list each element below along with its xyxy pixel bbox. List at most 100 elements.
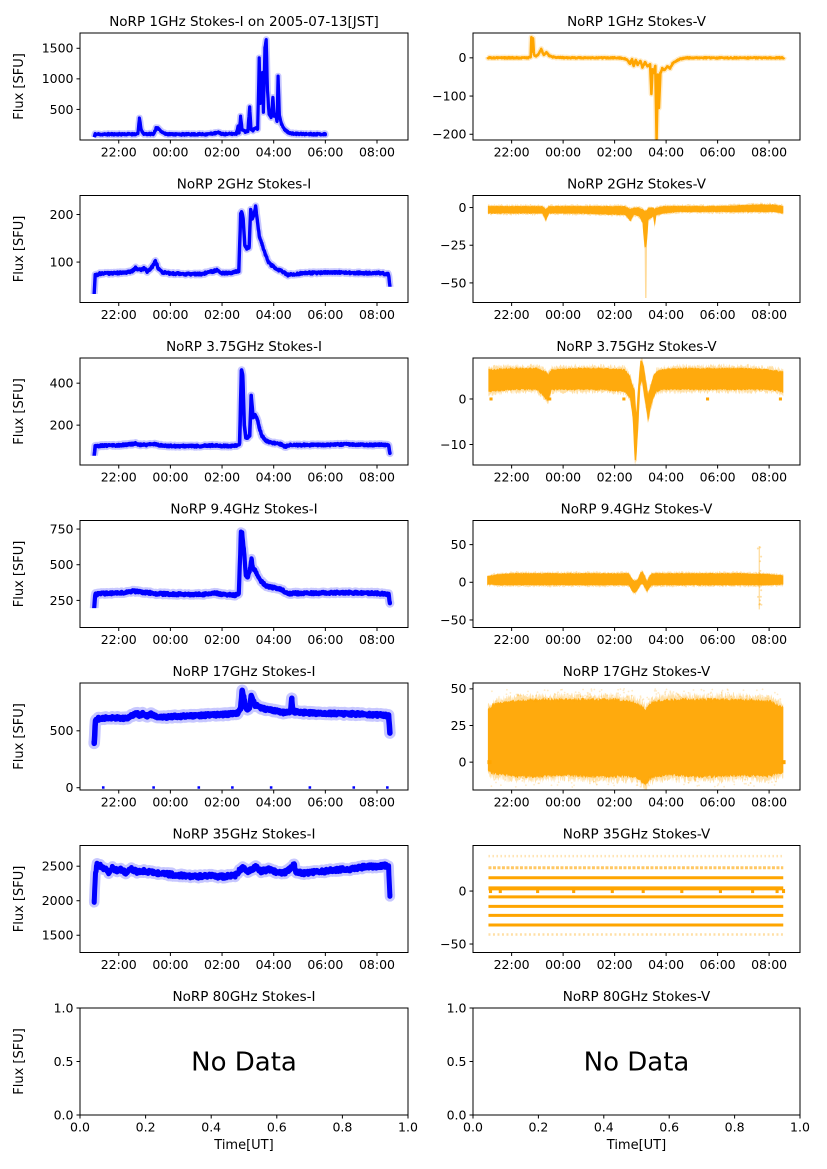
y-tick-label: 0 xyxy=(66,780,74,795)
subplot-1ghz-stokes-i: 500 1000 1500 22:00 00:00 02:00 04:00 06:00 08:0… xyxy=(12,14,409,160)
series-dot xyxy=(559,697,562,700)
series-line-0 xyxy=(91,860,393,905)
series-dot xyxy=(582,688,584,691)
series-dot xyxy=(672,691,675,693)
series-dot xyxy=(601,776,603,779)
series-dot xyxy=(566,693,569,695)
x-axis-label: Time[UT] xyxy=(606,1138,666,1153)
series-dot xyxy=(573,784,575,787)
series-dot xyxy=(578,693,581,696)
plot-title: NoRP 2GHz Stokes-I xyxy=(177,177,311,193)
series-dot xyxy=(505,693,508,696)
plot-area xyxy=(90,202,394,297)
series-dot xyxy=(590,688,593,691)
series-dot xyxy=(535,694,538,697)
series-dot xyxy=(655,690,657,692)
y-axis-label: Flux [SFU] xyxy=(12,866,27,933)
series-dot xyxy=(664,690,667,693)
series-dot xyxy=(759,546,762,549)
series-dot xyxy=(737,699,740,701)
series-dot xyxy=(743,782,746,785)
series-dot xyxy=(756,547,759,550)
series-dot xyxy=(582,695,585,698)
x-tick-label: 04:00 xyxy=(648,470,684,485)
series-dot xyxy=(677,693,679,696)
series-dot xyxy=(676,694,679,696)
series-band-0 xyxy=(487,697,784,787)
series-dot xyxy=(574,775,576,777)
x-tick-label: 08:00 xyxy=(751,957,787,972)
series-dot xyxy=(557,691,559,694)
y-tick-label: 25 xyxy=(451,718,467,733)
series-dot xyxy=(646,696,649,699)
series-dot xyxy=(534,700,537,703)
x-axis-label: Time[UT] xyxy=(213,1138,273,1153)
series-dot xyxy=(517,694,520,696)
axes-box xyxy=(472,520,801,628)
series-dot xyxy=(639,696,642,699)
axes-box xyxy=(79,195,409,303)
axes-box xyxy=(79,357,409,466)
series-dot xyxy=(586,691,589,694)
x-tick-label: 02:00 xyxy=(204,957,240,972)
y-tick-label: 500 xyxy=(50,102,74,117)
x-tick-label: 06:00 xyxy=(700,470,736,485)
series-line-0 xyxy=(92,37,327,138)
series-dot xyxy=(506,688,508,691)
series-dot xyxy=(648,784,650,787)
series-dot xyxy=(532,695,534,697)
series-dot xyxy=(660,700,663,703)
series-dot xyxy=(611,694,614,696)
series-dot xyxy=(695,697,697,699)
series-dot xyxy=(741,776,743,779)
series-dot xyxy=(626,695,629,698)
y-tick-label: 250 xyxy=(50,593,74,608)
plot-title: NoRP 17GHz Stokes-V xyxy=(563,664,711,680)
series-dot xyxy=(550,784,553,787)
plot-title: NoRP 1GHz Stokes-I on 2005-07-13[JST] xyxy=(109,14,379,30)
series-dot xyxy=(666,700,669,703)
series-dot xyxy=(501,700,504,702)
series-dot xyxy=(630,694,633,697)
axes-box xyxy=(79,520,409,628)
series-dot xyxy=(563,693,566,696)
series-line-0 xyxy=(92,368,392,458)
plot-title: NoRP 3.75GHz Stokes-V xyxy=(556,339,717,355)
subplot-2ghz-stokes-v: 0 −25 −50 22:00 00:00 02:00 04:00 06:00 08:00 NoR… xyxy=(440,177,801,322)
y-tick-label: 0 xyxy=(459,755,467,770)
y-axis-label: Flux [SFU] xyxy=(12,216,27,283)
x-tick-label: 02:00 xyxy=(597,470,633,485)
series-dot xyxy=(571,786,574,788)
series-dot xyxy=(611,695,614,697)
x-tick-label: 02:00 xyxy=(597,957,633,972)
series-dot xyxy=(702,697,705,700)
series-dot xyxy=(569,694,571,697)
series-dot xyxy=(757,595,759,598)
y-tick-label: −50 xyxy=(440,936,466,951)
y-tick-label: 500 xyxy=(50,557,74,572)
plot-title: NoRP 1GHz Stokes-V xyxy=(567,14,707,30)
x-tick-label: 08:00 xyxy=(359,470,395,485)
y-tick-label: 1500 xyxy=(42,41,74,56)
series-dot xyxy=(710,691,712,694)
y-tick-label: 1.0 xyxy=(447,1000,467,1015)
series-dot xyxy=(588,697,591,699)
axes-box xyxy=(79,845,409,953)
series-dot xyxy=(713,785,716,788)
series-dot xyxy=(652,699,655,702)
series-dot xyxy=(761,700,764,702)
y-axis-label: Flux [SFU] xyxy=(12,1028,27,1095)
series-dot xyxy=(647,776,650,778)
x-tick-label: 00:00 xyxy=(545,795,581,810)
x-tick-label: 06:00 xyxy=(307,470,343,485)
series-dot xyxy=(561,688,563,691)
series-dot xyxy=(700,688,703,691)
series-dot xyxy=(653,690,656,692)
series-dot xyxy=(595,783,598,786)
subplot-35ghz-stokes-v: 0 −50 22:00 00:00 02:00 04:00 06:00 08:00 NoRP 3… xyxy=(440,827,801,972)
series-dot xyxy=(540,777,543,780)
x-tick-label: 08:00 xyxy=(359,145,395,160)
x-tick-label: 06:00 xyxy=(700,632,736,647)
series-dot xyxy=(685,696,687,699)
series-dot xyxy=(687,781,690,784)
